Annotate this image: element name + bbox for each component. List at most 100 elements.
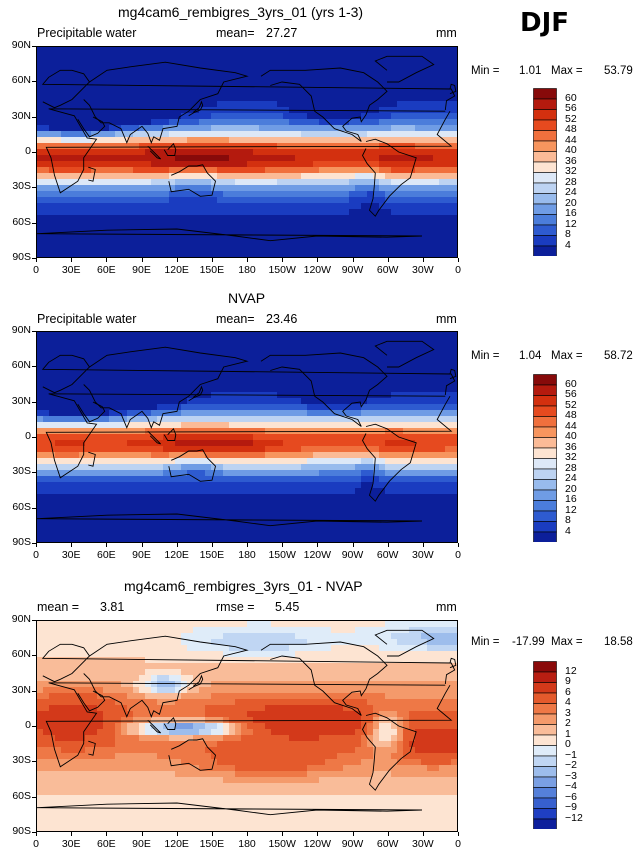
field-cell — [433, 245, 440, 252]
field-cell — [289, 434, 296, 441]
field-cell — [307, 452, 314, 459]
field-cell — [403, 227, 410, 234]
field-cell — [217, 197, 224, 204]
field-cell — [145, 167, 152, 174]
field-cell — [259, 77, 266, 84]
field-cell — [139, 239, 146, 246]
field-cell — [277, 374, 284, 381]
field-cell — [199, 227, 206, 234]
field-cell — [343, 185, 350, 192]
field-cell — [187, 362, 194, 369]
field-cell — [283, 233, 290, 240]
field-cell — [361, 101, 368, 108]
field-cell — [397, 458, 404, 465]
field-cell — [265, 362, 272, 369]
field-cell — [229, 374, 236, 381]
field-cell — [301, 173, 308, 180]
field-cell — [301, 239, 308, 246]
field-cell — [49, 209, 56, 216]
field-cell — [289, 233, 296, 240]
field-cell — [427, 95, 434, 102]
field-cell — [367, 89, 374, 96]
field-cell — [181, 452, 188, 459]
field-cell — [289, 53, 296, 60]
field-cell — [73, 83, 80, 90]
field-cell — [151, 137, 158, 144]
field-cell — [49, 179, 56, 186]
field-cell — [439, 203, 446, 210]
field-cell — [85, 59, 92, 66]
field-cell — [103, 476, 110, 483]
field-cell — [205, 203, 212, 210]
field-cell — [193, 227, 200, 234]
field-cell — [379, 47, 386, 54]
field-cell — [109, 155, 116, 162]
field-cell — [259, 161, 266, 168]
field-cell — [247, 155, 254, 162]
field-cell — [355, 53, 362, 60]
field-cell — [427, 149, 434, 156]
field-cell — [43, 89, 50, 96]
field-cell — [379, 398, 386, 405]
field-cell — [283, 380, 290, 387]
field-cell — [145, 59, 152, 66]
field-cell — [157, 488, 164, 495]
field-cell — [67, 95, 74, 102]
field-cell — [277, 530, 284, 537]
field-cell — [181, 71, 188, 78]
field-cell — [343, 380, 350, 387]
field-cell — [319, 380, 326, 387]
field-cell — [289, 374, 296, 381]
field-cell — [349, 368, 356, 375]
field-cell — [205, 422, 212, 429]
field-cell — [253, 458, 260, 465]
field-cell — [223, 191, 230, 198]
field-cell — [343, 482, 350, 489]
field-cell — [115, 215, 122, 222]
field-cell — [187, 464, 194, 471]
field-cell — [145, 458, 152, 465]
field-cell — [439, 374, 446, 381]
field-cell — [175, 239, 182, 246]
field-cell — [373, 434, 380, 441]
field-cell — [397, 392, 404, 399]
field-cell — [175, 428, 182, 435]
field-cell — [301, 362, 308, 369]
field-cell — [217, 71, 224, 78]
field-cell — [379, 410, 386, 417]
field-cell — [169, 203, 176, 210]
field-cell — [145, 215, 152, 222]
field-cell — [55, 494, 62, 501]
field-cell — [313, 239, 320, 246]
field-cell — [271, 524, 278, 531]
field-cell — [397, 356, 404, 363]
field-cell — [85, 470, 92, 477]
field-cell — [205, 71, 212, 78]
field-cell — [349, 89, 356, 96]
field-cell — [61, 179, 68, 186]
map-field — [37, 332, 457, 542]
field-cell — [283, 440, 290, 447]
field-cell — [151, 53, 158, 60]
field-cell — [325, 476, 332, 483]
field-cell — [391, 350, 398, 357]
field-cell — [235, 101, 242, 108]
field-cell — [343, 440, 350, 447]
field-cell — [397, 386, 404, 393]
field-cell — [355, 221, 362, 228]
field-cell — [403, 149, 410, 156]
field-cell — [181, 518, 188, 525]
field-cell — [217, 245, 224, 252]
field-cell — [223, 197, 230, 204]
field-cell — [163, 446, 170, 453]
field-cell — [445, 356, 452, 363]
field-cell — [265, 374, 272, 381]
field-cell — [127, 83, 134, 90]
field-cell — [307, 131, 314, 138]
field-cell — [127, 392, 134, 399]
field-cell — [397, 167, 404, 174]
field-cell — [445, 332, 452, 339]
field-cell — [421, 434, 428, 441]
field-cell — [217, 380, 224, 387]
field-cell — [223, 65, 230, 72]
